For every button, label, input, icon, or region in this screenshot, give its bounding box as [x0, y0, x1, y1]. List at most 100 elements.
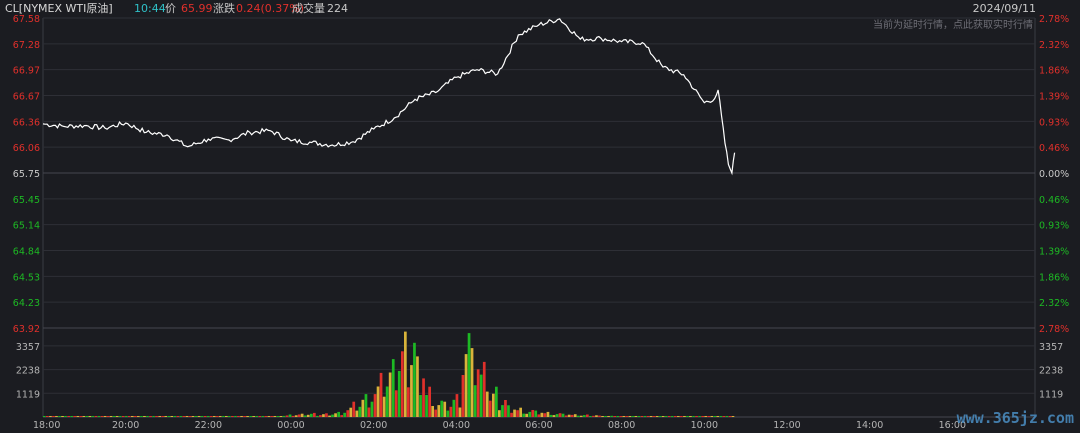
volume-bar [507, 405, 510, 417]
volume-bar [516, 410, 519, 417]
volume-bar [649, 416, 653, 417]
time-tick-label: 22:00 [195, 420, 222, 431]
price-tick-label: 66.06 [13, 143, 40, 154]
volume-bar [67, 416, 70, 417]
volume-bar [240, 416, 243, 417]
volume-bar [567, 414, 571, 417]
volume-bar [237, 416, 240, 417]
volume-bar [634, 416, 638, 417]
price-tick-label: 63.92 [13, 324, 40, 335]
volume-bar [234, 416, 237, 417]
volume-bar [701, 416, 704, 417]
price-tick-label: 64.53 [13, 272, 40, 283]
price-tick-label: 66.97 [13, 66, 40, 77]
volume-bar [222, 416, 225, 417]
volume-bar [352, 401, 356, 417]
volume-bar [276, 416, 280, 417]
volume-bar [188, 416, 192, 417]
volume-bar [58, 416, 61, 417]
volume-bar [397, 371, 401, 417]
volume-bar [388, 372, 392, 417]
volume-bar [628, 416, 632, 417]
percent-axis: 2.78% 2.32% 1.86% 1.39% 0.93% 0.46% 0.00% 0.46%… [1039, 14, 1069, 335]
volume-bar [664, 416, 668, 417]
volume-bar [158, 416, 161, 417]
percent-tick-label: 2.78% [1039, 14, 1069, 25]
volume-tick-label: 1119 [1039, 389, 1063, 400]
volume-bar [337, 411, 340, 417]
volume-bar [686, 416, 689, 417]
volume-bar [413, 342, 416, 417]
time-tick-label: 12:00 [773, 420, 800, 431]
volume-bar [115, 416, 119, 417]
volume-bar [85, 416, 89, 417]
volume-bar [558, 413, 562, 417]
volume-bar [331, 414, 334, 417]
volume-bar [249, 416, 252, 417]
volume-label: 成交量 [292, 2, 325, 15]
volume-bar [49, 416, 52, 417]
volume-bar [127, 416, 131, 417]
volume-bar [361, 399, 365, 417]
volume-bar [592, 415, 595, 417]
volume-bar [334, 413, 337, 417]
volume-bar [82, 416, 86, 417]
volume-tick-label: 2238 [16, 366, 40, 377]
volume-bar [88, 416, 92, 417]
volume-bar [212, 416, 216, 417]
time-tick-label: 00:00 [277, 420, 304, 431]
volume-bar [94, 416, 98, 417]
delayed-quote-notice[interactable]: 当前为延时行情，点此获取实时行情 [873, 20, 1033, 31]
watermark: www.365jz.com [956, 409, 1074, 427]
header-bar: CL[NYMEX WTI原油] 10:44 价 65.99 涨跌 0.24(0.… [0, 0, 1080, 18]
volume-bar [540, 412, 544, 417]
volume-bar [91, 416, 95, 417]
price-tick-label: 66.36 [13, 117, 40, 128]
volume-bar [631, 416, 635, 417]
volume-bar [543, 413, 547, 417]
volume-bar [394, 390, 398, 417]
time-tick-label: 06:00 [525, 420, 552, 431]
volume-bar [385, 386, 389, 417]
volume-bar [291, 415, 295, 417]
volume-bar [495, 386, 498, 417]
volume-bar [440, 400, 444, 417]
volume-bar [370, 401, 374, 417]
volume-bar [131, 416, 134, 417]
volume-bar [206, 416, 210, 417]
volume-bar [306, 414, 310, 417]
volume-bar [704, 416, 707, 417]
volume-bar [215, 416, 219, 417]
symbol-name[interactable]: CL[NYMEX WTI原油] [5, 2, 113, 15]
volume-bar [416, 356, 419, 417]
volume-bar [510, 412, 513, 417]
time-tick-label: 14:00 [856, 420, 883, 431]
volume-bar [112, 416, 116, 417]
volume-bar [407, 387, 410, 417]
volume-bar [492, 393, 495, 417]
grid [42, 17, 1036, 418]
volume-bar [616, 416, 619, 417]
volume-bar [455, 394, 459, 417]
volume-bar [149, 416, 152, 417]
volume-bar [576, 415, 580, 417]
volume-bar [322, 414, 325, 417]
volume-bar [640, 416, 644, 417]
volume-bar [674, 416, 677, 417]
volume-bar [325, 413, 328, 417]
volume-bar [100, 416, 104, 417]
volume-bar [528, 411, 532, 417]
volume-bar [282, 415, 286, 417]
volume-bar [358, 406, 362, 417]
volume-bar [173, 416, 177, 417]
volume-bar [613, 416, 616, 417]
volume-bar [485, 391, 489, 417]
price-axis: 67.58 67.28 66.97 66.67 66.36 66.06 65.75 65.45… [13, 14, 40, 335]
volume-bar [683, 416, 686, 417]
percent-tick-label: 0.46% [1039, 143, 1069, 154]
volume-bar [579, 415, 583, 417]
volume-bar [680, 416, 683, 417]
volume-bar [270, 416, 274, 417]
volume-bar [52, 416, 55, 417]
price-tick-label: 65.45 [13, 195, 40, 206]
